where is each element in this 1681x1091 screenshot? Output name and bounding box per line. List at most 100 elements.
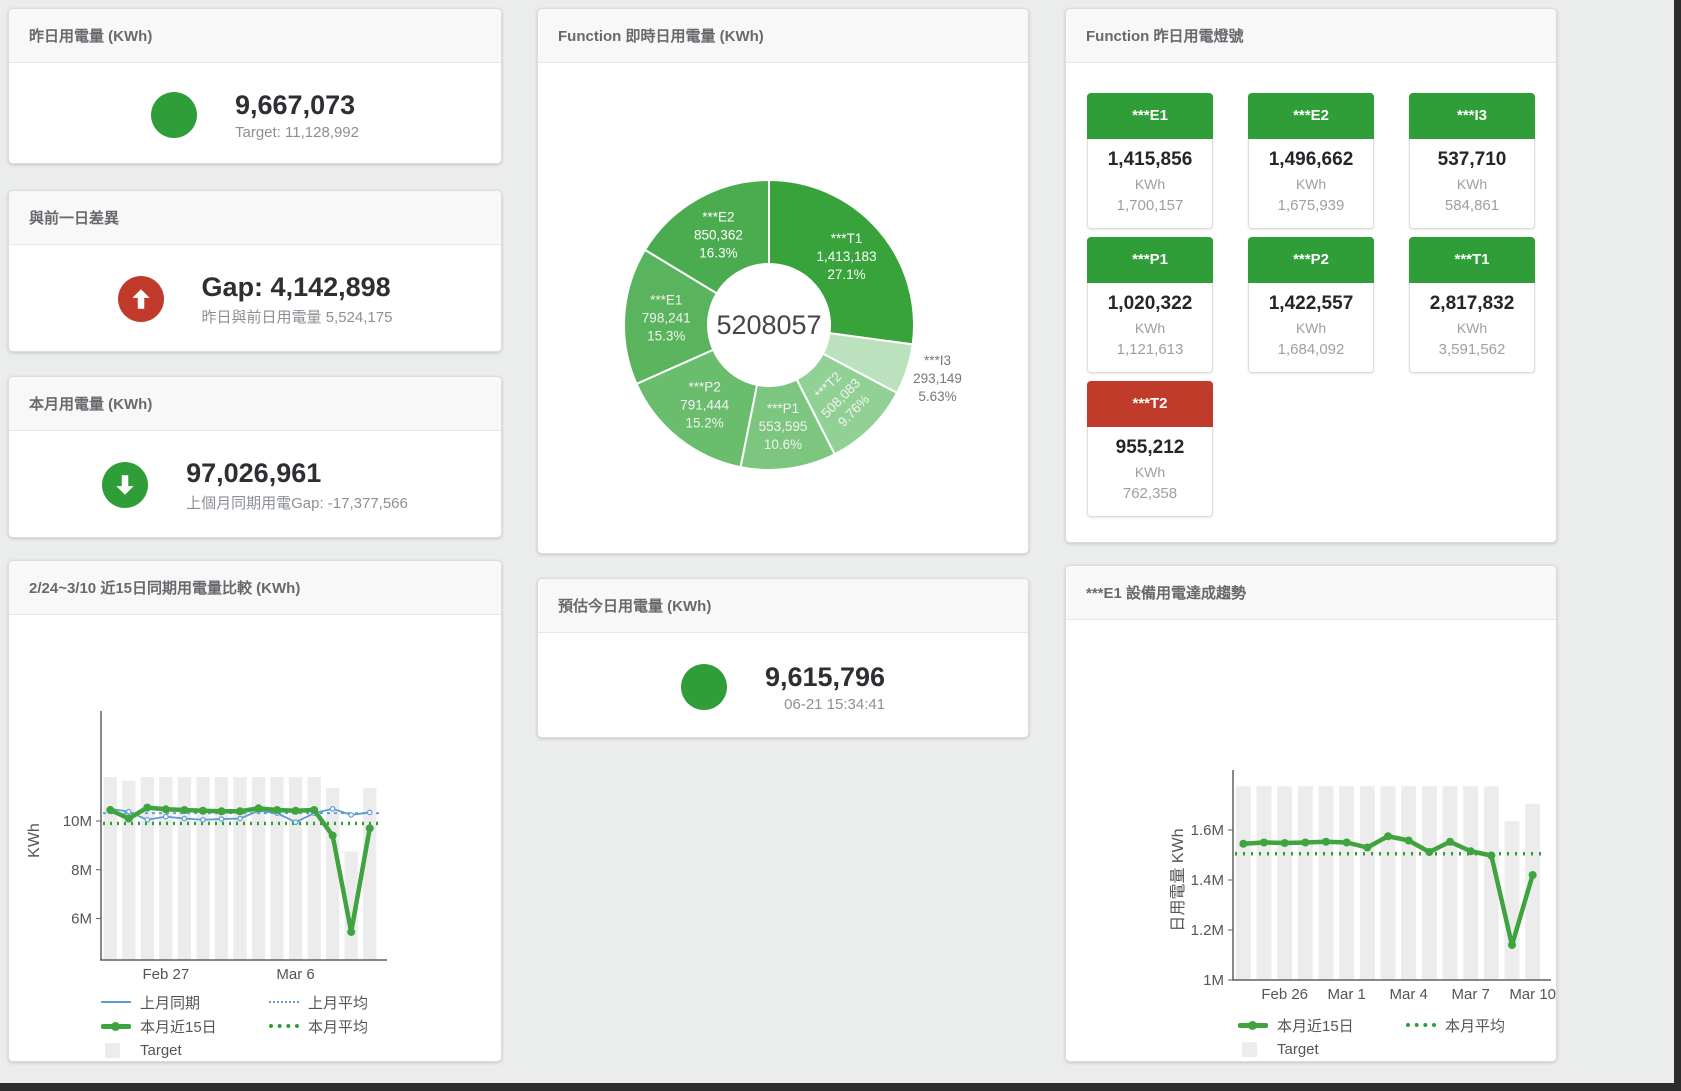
status-tile-t1: ***T1 2,817,832 KWh 3,591,562 <box>1409 237 1535 373</box>
day-gap-value: Gap: 4,142,898 <box>201 272 391 302</box>
donut-slice-label: ***E2 850,362 16.3% <box>694 209 743 260</box>
donut-slice-label: ***P2 791,444 15.2% <box>680 379 729 430</box>
tile-label: ***P2 <box>1248 237 1374 283</box>
card-day-gap: 與前一日差異 Gap: 4,142,898 昨日與前日用電量 5,524,175 <box>8 190 502 352</box>
target-bar <box>1483 786 1499 980</box>
donut-slice-label: ***E1 798,241 15.3% <box>642 292 691 343</box>
series-point <box>1466 847 1475 856</box>
series-point <box>181 815 188 822</box>
tile-unit: KWh <box>1295 320 1327 336</box>
target-bar <box>196 777 210 960</box>
realtime-usage-donut-chart[interactable]: ***T1 1,413,183 27.1%***I3 293,149 5.63%***T… <box>538 63 1029 554</box>
x-axis-tick: Mar 6 <box>276 966 314 983</box>
card-title: Function 即時日用電量 (KWh) <box>538 9 1028 63</box>
series-point <box>1528 871 1537 879</box>
legend-item-this-month-average[interactable]: 本月平均 <box>1406 1015 1505 1036</box>
tile-label: ***P1 <box>1087 237 1213 283</box>
e1-trend-chart[interactable]: 1M 1.2M 1.4M 1.6M Feb 26 Mar 1 Mar 4 Mar 7 Mar 1… <box>1066 620 1557 1010</box>
month-usage-gap: 上個月同期用電Gap: -17,377,566 <box>186 495 408 512</box>
series-point <box>198 806 207 815</box>
tile-target: 3,591,562 <box>1438 341 1506 358</box>
series-point <box>126 808 132 815</box>
card-title: 與前一日差異 <box>9 191 501 245</box>
green-dotted-line-swatch <box>1406 1023 1436 1027</box>
series-point <box>1322 837 1330 846</box>
legend-item-last-month-same-period[interactable]: 上月同期 <box>101 992 269 1013</box>
donut-slice-label: ***P1 553,595 10.6% <box>759 401 808 452</box>
series-point <box>310 806 319 815</box>
y-axis-tick: 8M <box>71 862 92 879</box>
tile-value: 2,817,832 <box>1429 293 1515 314</box>
target-bar <box>251 777 266 960</box>
tile-unit: KWh <box>1134 176 1166 192</box>
series-point <box>236 807 244 816</box>
legend-item-last-month-average[interactable]: 上月平均 <box>269 992 368 1013</box>
target-bar <box>1235 786 1251 980</box>
series-point <box>1260 838 1268 847</box>
status-circle-icon <box>680 664 727 710</box>
tile-unit: KWh <box>1295 176 1327 192</box>
legend-item-this-month-average[interactable]: 本月平均 <box>269 1016 368 1037</box>
donut-slice-label: ***I3 293,149 5.63% <box>913 353 962 404</box>
series-point <box>180 806 189 815</box>
donut-slice-P2[interactable] <box>635 348 759 469</box>
status-tile-e2: ***E2 1,496,662 KWh 1,675,939 <box>1248 93 1374 229</box>
tile-label: ***E2 <box>1248 93 1374 139</box>
compare-15days-chart[interactable]: 6M 8M 10M Feb 27 Mar 6 KWh <box>9 615 501 987</box>
y-axis-tick: 1.2M <box>1191 922 1224 939</box>
compare-chart-legend: 上月同期 上月平均 本月近15日 本月平均 <box>101 992 501 1060</box>
series-point <box>1487 851 1496 860</box>
legend-item-this-month-15days[interactable]: 本月近15日 <box>1238 1015 1406 1036</box>
tile-unit: KWh <box>1456 176 1488 192</box>
arrow-up-icon <box>117 276 164 322</box>
status-tile-p1: ***P1 1,020,322 KWh 1,121,613 <box>1087 237 1213 373</box>
x-axis-tick: Mar 7 <box>1451 986 1489 1003</box>
series-point <box>1239 839 1248 848</box>
tile-value: 537,710 <box>1437 149 1507 170</box>
tile-value: 1,020,322 <box>1107 293 1193 314</box>
donut-slice-T1[interactable] <box>768 178 915 346</box>
x-axis-tick: Mar 1 <box>1327 986 1365 1003</box>
target-bar <box>177 777 192 960</box>
month-usage-value: 97,026,961 <box>186 458 322 488</box>
donut-slice-E2[interactable] <box>643 178 770 295</box>
tile-label: ***T1 <box>1409 237 1535 283</box>
tile-value: 955,212 <box>1115 437 1185 458</box>
series-point <box>1280 839 1289 847</box>
gray-square-swatch <box>105 1042 120 1058</box>
tile-label: ***I3 <box>1409 93 1535 139</box>
card-compare-chart: 2/24~3/10 近15日同期用電量比較 (KWh) 6M 8M 10M Feb 2… <box>8 560 502 1062</box>
series-point <box>143 803 152 812</box>
green-thick-line-swatch <box>101 1021 131 1031</box>
target-bar <box>1525 803 1541 980</box>
series-point <box>1508 941 1516 949</box>
legend-item-this-month-15days[interactable]: 本月近15日 <box>101 1016 269 1037</box>
series-point <box>217 807 226 816</box>
y-axis-tick: 6M <box>71 911 92 928</box>
card-title: ***E1 設備用電達成趨勢 <box>1066 566 1556 620</box>
legend-item-target[interactable]: Target <box>101 1042 269 1059</box>
series-point <box>329 805 336 812</box>
series-point <box>347 927 356 936</box>
series-point <box>218 816 225 822</box>
tile-label: ***E1 <box>1087 93 1213 139</box>
tile-unit: KWh <box>1134 320 1166 336</box>
target-bar <box>1359 786 1375 980</box>
arrow-down-icon <box>102 462 149 508</box>
x-axis-tick: Feb 26 <box>1261 986 1308 1003</box>
tile-value: 1,422,557 <box>1268 293 1354 314</box>
card-status-tiles: Function 昨日用電燈號 ***E1 1,415,856 KWh 1,70… <box>1065 8 1557 543</box>
tile-target: 1,684,092 <box>1277 341 1345 358</box>
tile-value: 1,496,662 <box>1268 149 1354 170</box>
legend-item-target[interactable]: Target <box>1238 1041 1406 1058</box>
target-bar <box>1339 786 1355 980</box>
target-bar <box>159 777 173 960</box>
series-point <box>1425 848 1434 856</box>
status-tile-i3: ***I3 537,710 KWh 584,861 <box>1409 93 1535 229</box>
tile-unit: KWh <box>1134 464 1166 480</box>
status-circle-icon <box>151 92 197 138</box>
series-point <box>348 812 355 818</box>
green-dotted-line-swatch <box>269 1024 299 1028</box>
day-gap-sub: 昨日與前日用電量 5,524,175 <box>201 309 393 326</box>
target-bar <box>1442 786 1458 980</box>
